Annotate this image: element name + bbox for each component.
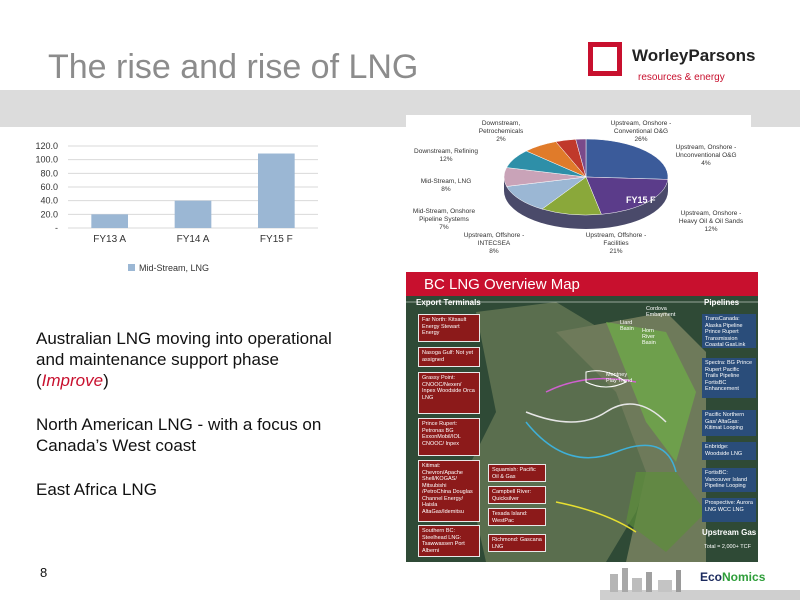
- logo-mark-icon: [588, 42, 622, 76]
- y-tick-label: -: [55, 223, 58, 233]
- upstream-gas-label: Upstream Gas: [702, 528, 757, 537]
- pie-slice-label: 12%: [704, 226, 717, 233]
- page-number: 8: [40, 565, 48, 580]
- pie-slice: [585, 138, 669, 180]
- pie-slice: [585, 176, 669, 215]
- pie-slice-label: Facilities: [603, 240, 629, 247]
- pie-slice: [541, 176, 602, 216]
- terminal-box: Prince Rupert: Petronas BG ExxonMobil/IO…: [418, 418, 480, 456]
- bc-lng-map: BC LNG Overview Map Export Terminals Pip…: [406, 272, 758, 562]
- logo-name: WorleyParsons: [632, 46, 756, 65]
- pipeline-box: Enbridge: Woodside LNG: [702, 442, 756, 460]
- pie-slice-label: Upstream, Offshore -: [464, 232, 525, 239]
- body-text: Australian LNG moving into operational a…: [36, 328, 336, 523]
- page-title: The rise and rise of LNG: [48, 48, 419, 86]
- pipeline-box: Pacific Northern Gas/ AltaGas: Kitimat L…: [702, 410, 756, 436]
- pipeline-box: TransCanada: Alaska Pipeline Prince Rupe…: [702, 314, 756, 348]
- upstream-gas-total: Total = 2,000+ TCF: [704, 544, 751, 550]
- pipeline-box: FortisBC: Vancouver Island Pipeline Loop…: [702, 468, 756, 492]
- pie-slice-label: 21%: [609, 248, 622, 255]
- pie-slice: [575, 138, 587, 178]
- pie-slice-label: Heavy Oil & Oil Sands: [679, 218, 744, 225]
- bar-chart: 120.0 100.0 80.0 60.0 40.0 20.0 - FY13 A FY14 A F…: [35, 141, 318, 273]
- terminal-box: Squamish: Pacific Oil & Gas: [488, 464, 546, 482]
- bar: [174, 200, 212, 228]
- map-place-label: Horn River Basin: [642, 328, 656, 346]
- map-export-label: Export Terminals: [416, 298, 481, 307]
- map-place-label: Liard Basin: [620, 320, 634, 332]
- paragraph-north-america: North American LNG - with a focus on Can…: [36, 415, 322, 455]
- brand-part: Eco: [700, 570, 723, 584]
- terminal-box: Richmond: Gascana LNG: [488, 534, 546, 552]
- pie-slice-label: 2%: [496, 136, 506, 143]
- legend-swatch: [128, 264, 135, 271]
- pie-slice-label: Upstream, Onshore -: [676, 144, 737, 151]
- pie-slice-label: Upstream, Offshore -: [586, 232, 647, 239]
- pie-slice-label: Upstream, Onshore -: [681, 210, 742, 217]
- y-tick-label: 100.0: [35, 155, 58, 165]
- pie-slice-label: Downstream, Refining: [414, 148, 478, 155]
- pie-slice-label: Mid-Stream, LNG: [421, 178, 472, 185]
- pie-slice: [506, 176, 587, 210]
- logo-tagline: resources & energy: [638, 72, 725, 83]
- y-tick-label: 80.0: [40, 168, 58, 178]
- para-text: ): [103, 371, 109, 390]
- pie-chart-panel: FY15 F Downstream, Petrochemicals 2% Upstrea…: [406, 115, 751, 260]
- legend-label: Mid-Stream, LNG: [139, 263, 209, 273]
- pie-slice-label: 12%: [439, 156, 452, 163]
- y-tick-label: 120.0: [35, 141, 58, 151]
- terminal-box: Kitimat: Chevron/Apache Shell/KOGAS/ Mit…: [418, 460, 480, 522]
- pie-slice-label: Conventional O&G: [614, 128, 668, 135]
- map-place-label: Cordova Embayment: [646, 306, 676, 318]
- pipeline-box: Prospective: Aurora LNG WCC LNG: [702, 498, 756, 522]
- bar: [91, 214, 128, 228]
- paragraph-australia: Australian LNG moving into operational a…: [36, 328, 336, 391]
- y-tick-label: 20.0: [40, 209, 58, 219]
- para-text: Australian LNG moving into operational a…: [36, 329, 332, 390]
- pie-slice-label: Petrochemicals: [479, 128, 524, 135]
- pie-slice-label: Downstream,: [482, 120, 520, 127]
- pie-slice-label: 8%: [489, 248, 499, 255]
- y-tick-label: 40.0: [40, 196, 58, 206]
- pie-slice-label: INTECSEA: [478, 240, 511, 247]
- company-logo: WorleyParsons resources & energy: [588, 40, 788, 88]
- emphasis-text: Improve: [41, 371, 104, 390]
- terminal-box: Texada Island: WestPac: [488, 508, 546, 526]
- pie-slice-label: Upstream, Onshore -: [611, 120, 672, 127]
- terminal-box: Far North: Kitsault Energy Stewart Energ…: [418, 314, 480, 342]
- terminal-box: Campbell River: Quicksilver: [488, 486, 546, 504]
- brand-part: Nomics: [722, 570, 766, 584]
- pie-slice-label: Pipeline Systems: [419, 216, 470, 223]
- map-pipelines-label: Pipelines: [704, 298, 740, 307]
- pie-slice-label: 8%: [441, 186, 451, 193]
- pie-slice-label: 7%: [439, 224, 449, 231]
- pie-slice-label: 26%: [634, 136, 647, 143]
- map-title: BC LNG Overview Map: [406, 272, 758, 296]
- bar: [258, 153, 295, 228]
- x-tick-label: FY13 A: [93, 234, 126, 245]
- paragraph-east-africa: East Africa LNG: [36, 480, 157, 499]
- map-place-label: Montney Play Trend: [606, 372, 633, 384]
- x-tick-label: FY15 F: [260, 234, 293, 245]
- terminal-box: Southern BC: Steelhead LNG: Tsawwassen P…: [418, 525, 480, 557]
- terminal-box: Grassy Point: CNOOC/Nexen/ Inpex Woodsid…: [418, 372, 480, 414]
- terminal-box: Nasoga Gulf: Not yet assigned: [418, 347, 480, 367]
- economics-brand: EcoNomics: [700, 570, 765, 584]
- pie-slice-label: Unconventional O&G: [675, 152, 736, 159]
- y-tick-label: 60.0: [40, 182, 58, 192]
- pie-slice-label: 4%: [701, 160, 711, 167]
- footer-skyline: [600, 568, 800, 600]
- pie-slice-label: Mid-Stream, Onshore: [413, 208, 476, 215]
- x-tick-label: FY14 A: [177, 234, 210, 245]
- pie-center-label: FY15 F: [626, 195, 656, 205]
- pipeline-box: Spectra: BG Prince Rupert Pacific Trails…: [702, 358, 756, 398]
